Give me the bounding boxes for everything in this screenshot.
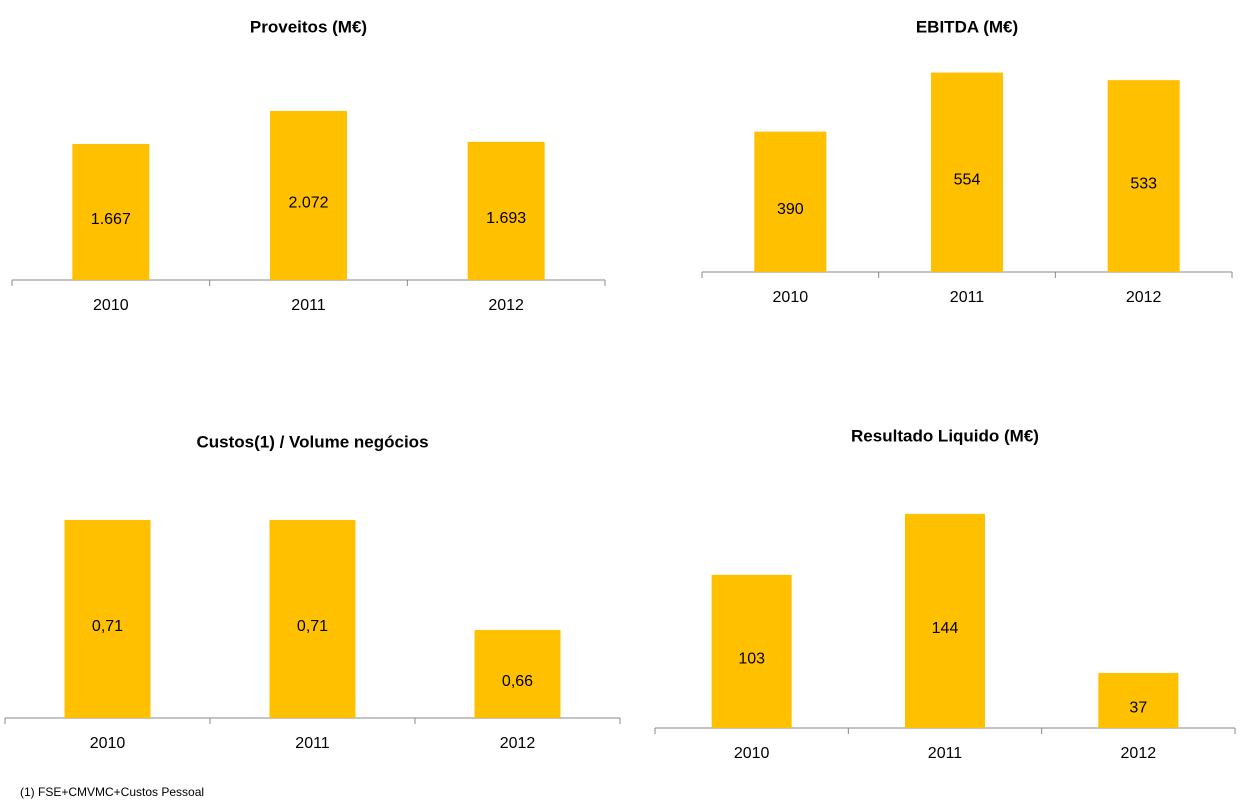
bar xyxy=(711,574,792,728)
data-label: 2.072 xyxy=(288,195,328,212)
x-tick-label: 2011 xyxy=(928,745,963,762)
x-tick-label: 2010 xyxy=(90,735,126,752)
bar xyxy=(1107,80,1180,273)
chart-title: EBITDA (M€) xyxy=(916,17,1018,36)
bar xyxy=(905,513,985,728)
data-label: 144 xyxy=(932,620,959,637)
bar xyxy=(1098,672,1179,728)
x-tick-label: 2010 xyxy=(734,745,770,762)
data-label: 0,71 xyxy=(92,618,123,635)
bar xyxy=(931,72,1003,272)
data-label: 0,66 xyxy=(502,673,533,690)
x-tick-label: 2010 xyxy=(773,289,809,306)
footnote: (1) FSE+CMVMC+Custos Pessoal xyxy=(20,785,204,799)
x-tick-label: 2010 xyxy=(93,297,129,314)
x-tick-label: 2012 xyxy=(1126,289,1162,306)
bar xyxy=(467,141,545,280)
x-tick-label: 2012 xyxy=(500,735,536,752)
data-label: 533 xyxy=(1130,175,1157,192)
chart-title: Custos(1) / Volume negócios xyxy=(196,432,428,451)
data-label: 0,71 xyxy=(297,618,328,635)
chart-title: Proveitos (M€) xyxy=(250,17,367,36)
data-label: 37 xyxy=(1129,700,1147,717)
bar xyxy=(474,630,561,718)
chart-title: Resultado Liquido (M€) xyxy=(851,426,1039,445)
data-label: 390 xyxy=(777,201,804,218)
x-tick-label: 2012 xyxy=(1121,745,1157,762)
bar xyxy=(269,520,356,718)
bar xyxy=(270,110,347,280)
x-tick-label: 2011 xyxy=(950,289,985,306)
data-label: 1.693 xyxy=(486,210,526,227)
bar xyxy=(72,143,150,280)
data-label: 103 xyxy=(738,651,765,668)
data-label: 1.667 xyxy=(91,211,131,228)
x-tick-label: 2011 xyxy=(291,297,326,314)
data-label: 554 xyxy=(954,171,981,188)
x-tick-label: 2012 xyxy=(488,297,524,314)
bar xyxy=(754,131,827,272)
bar xyxy=(64,520,151,718)
x-tick-label: 2011 xyxy=(295,735,330,752)
